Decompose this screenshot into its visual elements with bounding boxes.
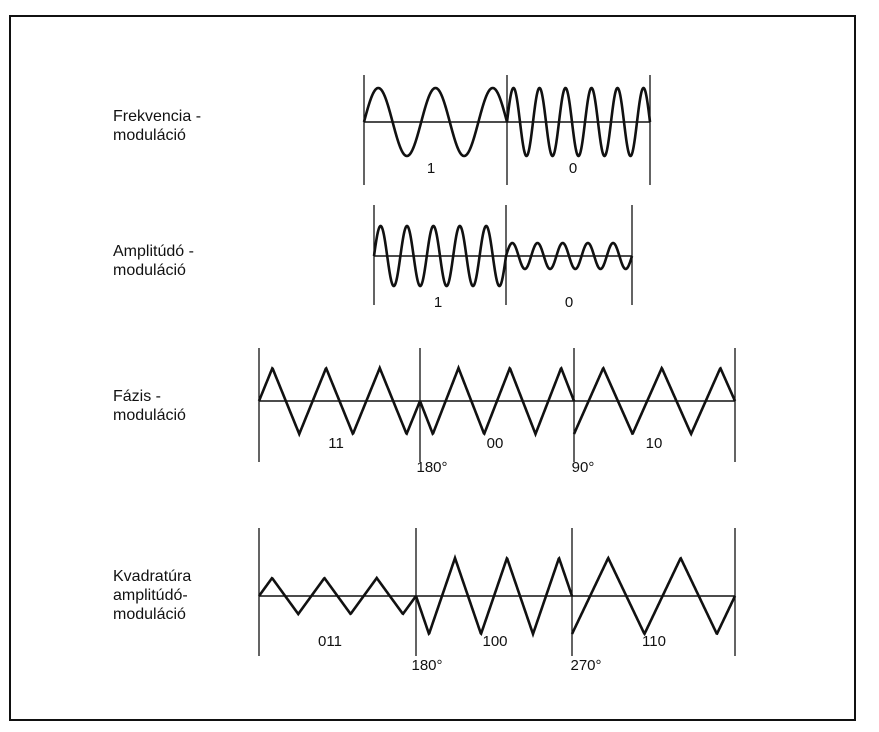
am-bit-1: 1 xyxy=(433,294,443,311)
qam-bits-011: 011 xyxy=(318,633,342,650)
pm-wave-seg2 xyxy=(418,364,576,438)
fm-bit-0: 0 xyxy=(568,160,578,177)
qam-wave-seg2 xyxy=(414,553,574,639)
pm-bits-00: 00 xyxy=(486,435,504,452)
pm-bits-11: 11 xyxy=(328,435,344,452)
am-bit-0: 0 xyxy=(564,294,574,311)
pm-wave-seg1 xyxy=(257,364,422,438)
qam-wave-seg3 xyxy=(570,555,737,637)
qam-phase-180: 180° xyxy=(411,657,443,674)
qam-wave-seg1 xyxy=(257,575,418,617)
pm-label: Fázis - moduláció xyxy=(113,388,186,424)
fm-bit-1: 1 xyxy=(426,160,436,177)
fm-wave-bit0 xyxy=(505,86,652,158)
pm-wave-seg3 xyxy=(572,365,737,437)
fm-wave-bit1 xyxy=(362,86,509,158)
figure-frame xyxy=(9,15,856,721)
qam-phase-270: 270° xyxy=(570,657,602,674)
am-label: Amplitúdó - moduláció xyxy=(113,243,194,279)
am-wave-bit1 xyxy=(372,224,508,288)
pm-phase-180: 180° xyxy=(416,459,448,476)
qam-bits-110: 110 xyxy=(642,633,666,650)
pm-phase-90: 90° xyxy=(571,459,595,476)
pm-waveform xyxy=(257,348,737,462)
fm-waveform xyxy=(362,75,652,185)
am-wave-bit0 xyxy=(504,241,634,271)
am-waveform xyxy=(372,205,634,305)
fm-label: Frekvencia - moduláció xyxy=(113,108,202,144)
qam-label: Kvadratúra amplitúdó- moduláció xyxy=(113,568,192,623)
qam-waveform xyxy=(257,528,737,656)
qam-bits-100: 100 xyxy=(482,633,508,650)
pm-bits-10: 10 xyxy=(645,435,663,452)
